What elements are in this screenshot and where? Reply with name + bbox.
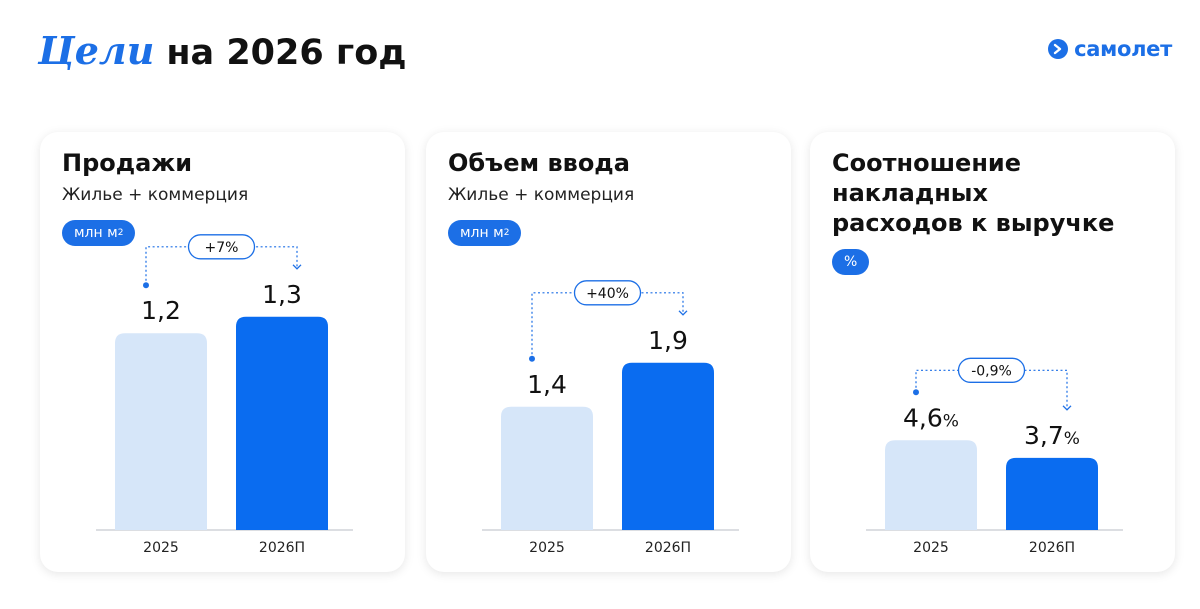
commissioning-chart: 2025 1,4 2026П 1,9 +40%	[482, 280, 739, 556]
card-title: Объем ввода	[448, 149, 630, 177]
brand-logo: самолет	[1048, 37, 1172, 61]
card-overhead-ratio: Соотношение накладных расходов к выручке…	[810, 132, 1175, 572]
data-label: 3,7%	[1024, 421, 1080, 450]
tick-label: 2026П	[1029, 540, 1075, 556]
connector-start-dot	[143, 282, 149, 289]
bar-2025	[501, 406, 593, 530]
card-subtitle: Жилье + коммерция	[448, 185, 635, 205]
tick-label: 2025	[913, 540, 949, 556]
change-label: +40%	[586, 286, 629, 302]
card-subtitle: Жилье + коммерция	[62, 185, 249, 205]
bar-2026П	[1006, 457, 1098, 530]
tick-label: 2026П	[645, 540, 691, 556]
sales-chart: 2025 1,2 2026П 1,3 +7%	[96, 234, 353, 556]
change-label: -0,9%	[971, 363, 1012, 379]
bar-2026П	[622, 362, 714, 530]
connector-start-dot	[913, 389, 919, 396]
change-connector	[915, 369, 1068, 410]
page-title-accent: Цели	[38, 28, 155, 73]
bar-2026П	[236, 316, 328, 530]
bar-2025	[115, 333, 207, 530]
card-title: Продажи	[62, 149, 193, 177]
unit-label: млн м	[74, 225, 118, 241]
overhead-ratio-chart: 2025 4,6% 2026П 3,7% -0,9%	[866, 357, 1123, 556]
change-pill	[187, 234, 256, 260]
data-label: 1,2	[141, 296, 181, 325]
unit-superscript: 2	[503, 228, 510, 238]
connector-arrow-icon	[678, 310, 688, 316]
tick-label: 2025	[529, 540, 565, 556]
data-label: 1,4	[527, 370, 567, 399]
unit-label: %	[844, 254, 858, 270]
change-label: +7%	[205, 240, 239, 256]
change-pill	[573, 280, 642, 306]
data-label: 1,9	[648, 326, 688, 355]
arrow-right-icon	[1048, 39, 1069, 59]
tick-label: 2026П	[259, 540, 305, 556]
page-header: Цели на 2026 год	[38, 28, 407, 88]
card-title: Соотношение накладных расходов к выручке	[832, 149, 1115, 237]
change-pill	[957, 357, 1026, 383]
data-label: 4,6%	[903, 403, 959, 432]
unit-badge: %	[832, 249, 870, 275]
data-label: 1,3	[262, 280, 302, 309]
unit-label: млн м	[460, 225, 504, 241]
page-title: на 2026 год	[166, 33, 407, 73]
brand-name: самолет	[1074, 37, 1172, 61]
bar-2025	[885, 440, 977, 530]
tick-label: 2025	[143, 540, 179, 556]
unit-superscript: 2	[117, 228, 124, 238]
connector-start-dot	[529, 355, 535, 362]
connector-arrow-icon	[1062, 405, 1072, 411]
connector-arrow-icon	[292, 264, 302, 270]
